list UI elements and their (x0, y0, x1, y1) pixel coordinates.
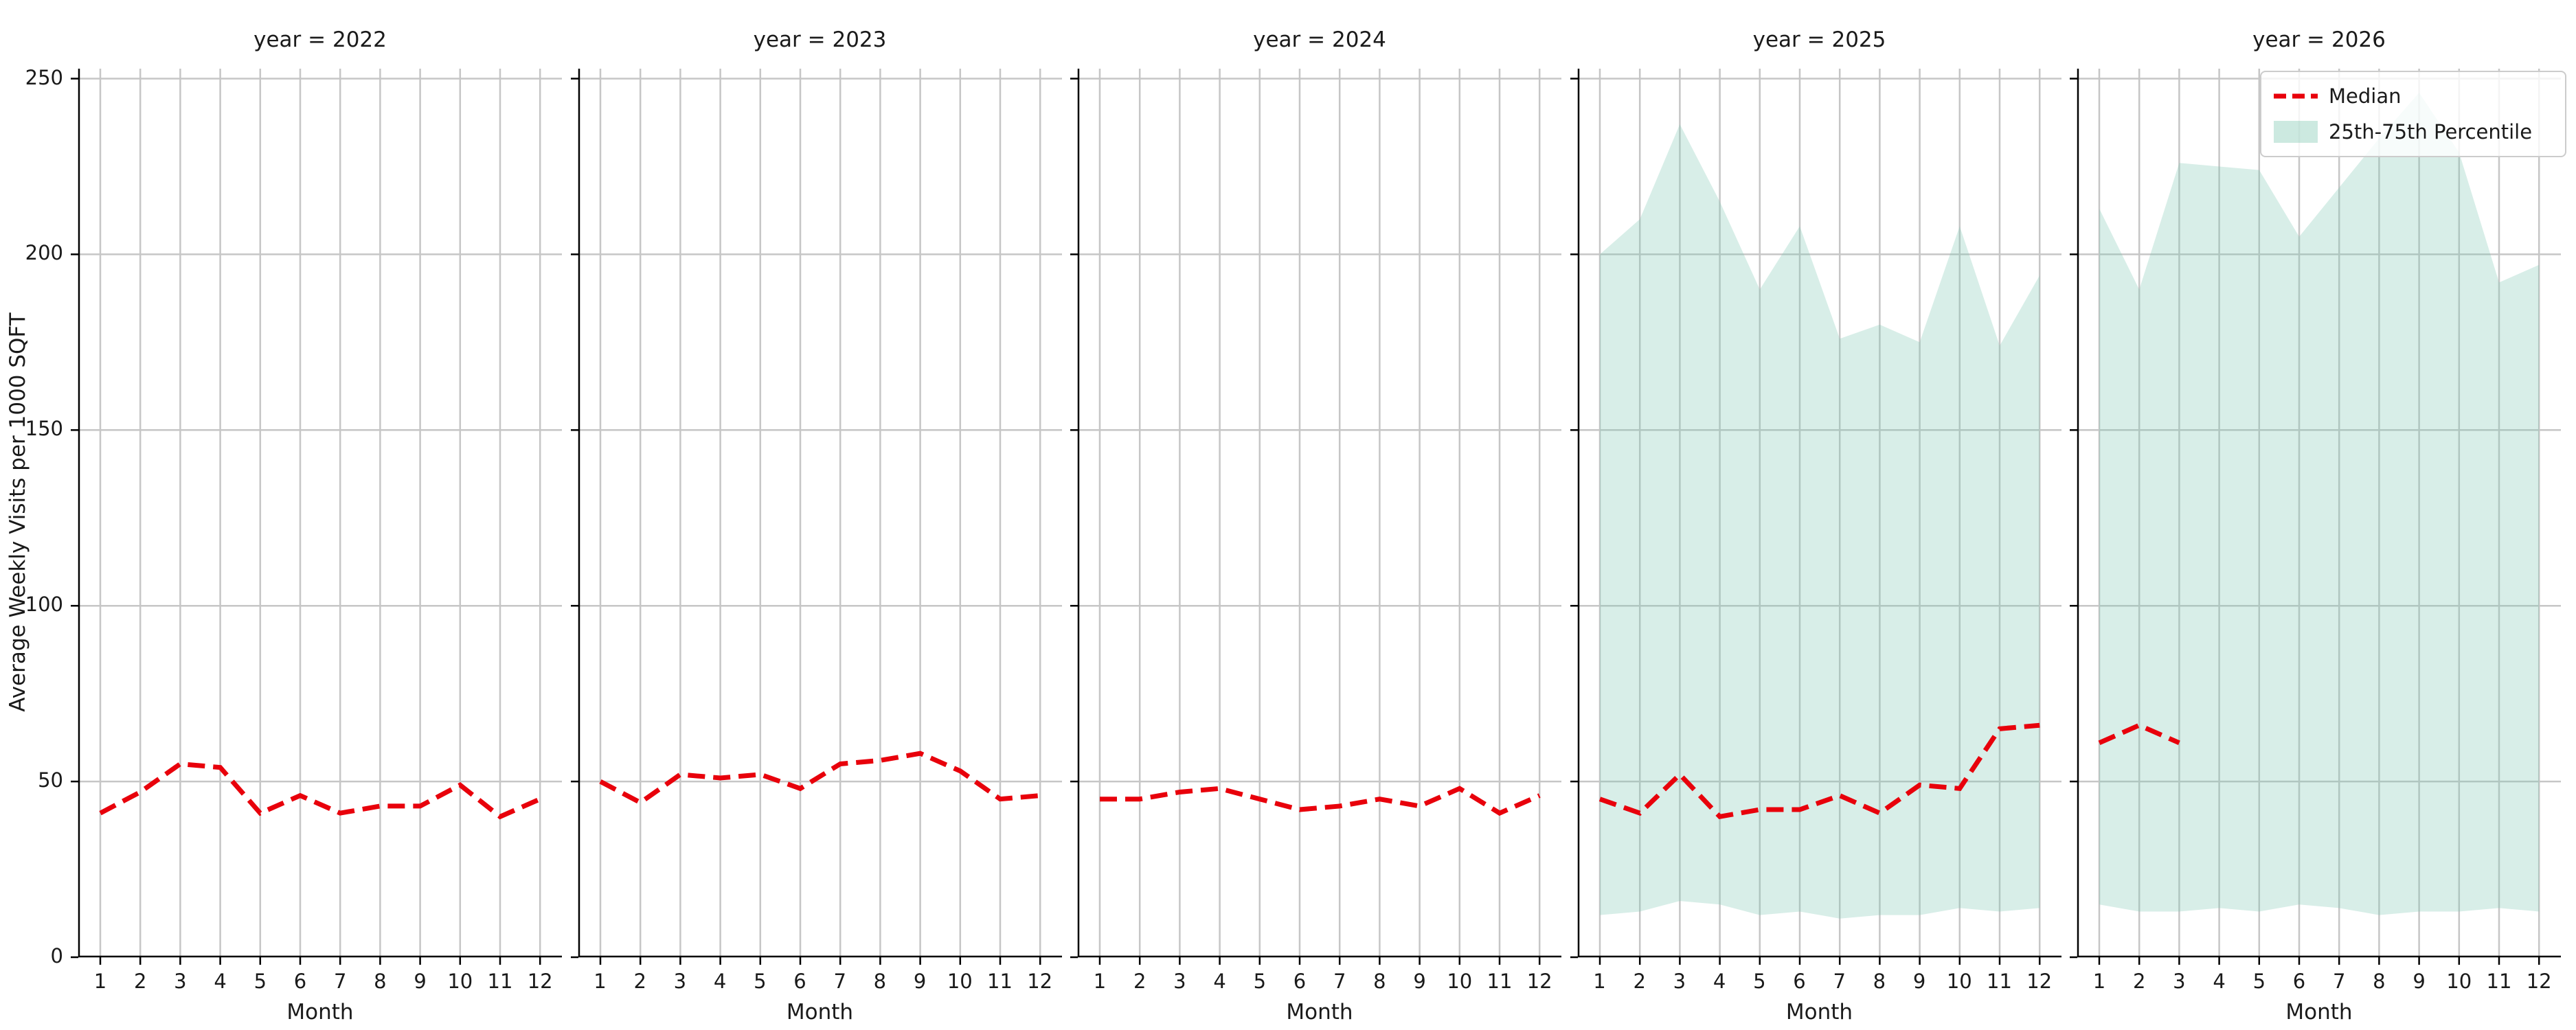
x-tick-label-2026-10: 10 (2446, 970, 2472, 993)
x-tick-label-2026-3: 3 (2173, 970, 2186, 993)
facet-panel-2023 (570, 69, 1062, 965)
x-tick-label-2025-7: 7 (1833, 970, 1846, 993)
x-tick-label-2024-3: 3 (1173, 970, 1186, 993)
x-tick-label-2022-3: 3 (174, 970, 187, 993)
facet-panel-2026 (2070, 69, 2561, 965)
y-tick-label-150: 150 (25, 417, 63, 441)
x-tick-label-2023-5: 5 (754, 970, 767, 993)
x-axis-label-2023: Month (786, 1000, 854, 1025)
x-tick-label-2022-10: 10 (447, 970, 473, 993)
legend: Median 25th-75th Percentile (2260, 71, 2566, 157)
x-tick-label-2025-2: 2 (1633, 970, 1646, 993)
facet-panel-2025 (1570, 69, 2061, 965)
x-tick-label-2025-8: 8 (1873, 970, 1886, 993)
panel-title-2026: year = 2026 (2252, 27, 2386, 52)
panel-title-2023: year = 2023 (753, 27, 887, 52)
x-tick-label-2024-11: 11 (1487, 970, 1513, 993)
y-tick-label-50: 50 (38, 768, 63, 792)
x-tick-label-2023-1: 1 (594, 970, 607, 993)
x-tick-label-2023-6: 6 (793, 970, 806, 993)
x-tick-label-2024-2: 2 (1133, 970, 1146, 993)
x-tick-label-2024-6: 6 (1293, 970, 1307, 993)
x-tick-label-2023-9: 9 (913, 970, 927, 993)
x-tick-label-2024-1: 1 (1093, 970, 1107, 993)
x-tick-label-2022-9: 9 (414, 970, 427, 993)
percentile-band-2026 (2099, 92, 2540, 915)
x-tick-label-2024-5: 5 (1253, 970, 1267, 993)
x-tick-label-2026-7: 7 (2332, 970, 2346, 993)
x-tick-label-2024-7: 7 (1333, 970, 1346, 993)
x-tick-label-2025-3: 3 (1673, 970, 1686, 993)
legend-label-band: 25th-75th Percentile (2329, 120, 2533, 144)
x-tick-label-2025-11: 11 (1987, 970, 2012, 993)
median-line-2024 (1100, 786, 1541, 816)
y-tick-label-100: 100 (25, 593, 63, 617)
x-tick-label-2023-11: 11 (987, 970, 1013, 993)
x-tick-label-2023-4: 4 (713, 970, 727, 993)
x-tick-label-2024-12: 12 (1526, 970, 1552, 993)
y-axis-label: Average Weekly Visits per 1000 SQFT (5, 312, 30, 712)
facet-panel-2024 (1070, 69, 1561, 965)
x-tick-label-2026-5: 5 (2252, 970, 2266, 993)
median-line-2022 (99, 761, 541, 820)
x-tick-label-2025-12: 12 (2026, 970, 2053, 993)
x-tick-label-2022-2: 2 (133, 970, 147, 993)
x-tick-label-2022-1: 1 (93, 970, 107, 993)
x-tick-label-2026-4: 4 (2213, 970, 2226, 993)
x-tick-label-2026-9: 9 (2413, 970, 2426, 993)
x-tick-label-2023-7: 7 (833, 970, 846, 993)
panel-title-2022: year = 2022 (253, 27, 387, 52)
x-tick-label-2023-2: 2 (633, 970, 646, 993)
x-tick-label-2024-8: 8 (1373, 970, 1386, 993)
percentile-band-2025 (1599, 124, 2040, 919)
legend-row-median: Median (2274, 82, 2553, 111)
x-tick-label-2022-5: 5 (253, 970, 267, 993)
legend-row-band: 25th-75th Percentile (2274, 117, 2553, 146)
x-tick-label-2022-4: 4 (214, 970, 227, 993)
x-tick-label-2023-8: 8 (873, 970, 887, 993)
x-axis-label-2026: Month (2285, 1000, 2353, 1025)
x-tick-label-2025-1: 1 (1593, 970, 1606, 993)
x-tick-label-2023-3: 3 (673, 970, 687, 993)
panel-title-2024: year = 2024 (1253, 27, 1386, 52)
x-tick-label-2022-7: 7 (333, 970, 347, 993)
x-tick-label-2025-9: 9 (1912, 970, 1926, 993)
x-tick-label-2025-6: 6 (1793, 970, 1806, 993)
x-tick-label-2025-5: 5 (1753, 970, 1766, 993)
x-tick-label-2026-8: 8 (2373, 970, 2386, 993)
x-tick-label-2025-4: 4 (1713, 970, 1726, 993)
median-line-2025 (1598, 722, 2040, 820)
x-tick-label-2022-6: 6 (293, 970, 307, 993)
x-axis-label-2022: Month (286, 1000, 354, 1025)
x-tick-label-2022-8: 8 (374, 970, 387, 993)
x-tick-label-2026-12: 12 (2526, 970, 2552, 993)
median-line-2026 (2098, 722, 2180, 746)
facet-panel-2022 (71, 69, 562, 965)
percentile-band-swatch-icon (2274, 121, 2318, 143)
x-tick-label-2026-1: 1 (2092, 970, 2106, 993)
x-tick-label-2024-9: 9 (1413, 970, 1426, 993)
x-axis-label-2025: Month (1785, 1000, 1853, 1025)
x-tick-label-2024-10: 10 (1447, 970, 1473, 993)
y-tick-label-250: 250 (25, 65, 63, 89)
x-tick-label-2025-10: 10 (1946, 970, 1972, 993)
panel-title-2025: year = 2025 (1752, 27, 1886, 52)
x-tick-label-2026-6: 6 (2292, 970, 2306, 993)
x-tick-label-2024-4: 4 (1213, 970, 1226, 993)
median-line-swatch-icon (2274, 93, 2318, 99)
x-tick-label-2022-12: 12 (527, 970, 553, 993)
x-tick-label-2026-11: 11 (2486, 970, 2512, 993)
x-tick-label-2023-10: 10 (947, 970, 973, 993)
y-tick-label-0: 0 (50, 944, 63, 968)
x-tick-label-2022-11: 11 (487, 970, 513, 993)
x-tick-label-2023-12: 12 (1027, 970, 1053, 993)
median-line-2023 (598, 751, 1041, 805)
x-axis-label-2024: Month (1286, 1000, 1353, 1025)
y-tick-label-200: 200 (25, 241, 63, 265)
x-tick-label-2026-2: 2 (2132, 970, 2146, 993)
legend-label-median: Median (2329, 84, 2402, 108)
